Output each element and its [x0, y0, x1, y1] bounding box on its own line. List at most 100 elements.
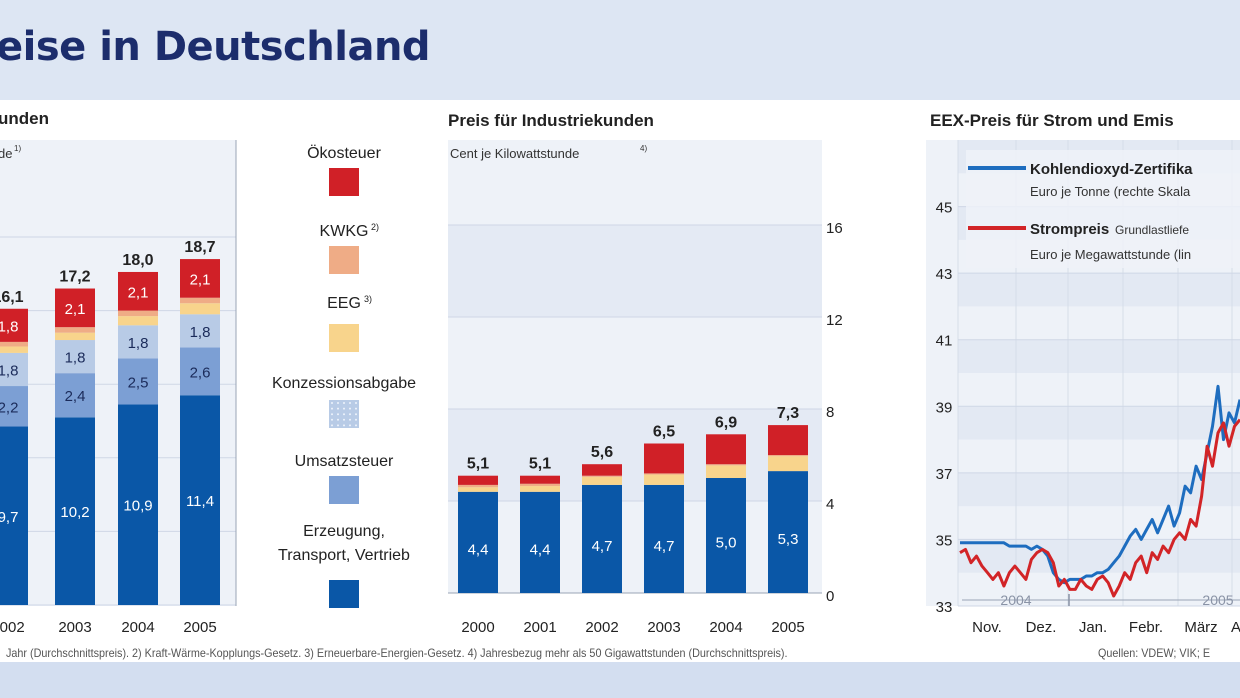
chart1-bar-segment [0, 341, 28, 347]
chart2-y-tick: 4 [826, 496, 834, 513]
chart2-bar-segment [768, 425, 808, 455]
chart3-x-label: Nov. [972, 619, 1002, 636]
chart2-bar-segment [520, 483, 560, 487]
legend-swatch-dot [355, 407, 357, 410]
chart2-bar-segment [582, 484, 622, 593]
legend-swatch-dot [349, 424, 351, 427]
legend-label: EEG [327, 295, 361, 312]
legend-label: Konzessionsabgabe [272, 375, 416, 392]
chart1-x-label: 2002 [0, 619, 25, 636]
chart2-bar-segment [644, 484, 684, 593]
chart2-total-label: 6,9 [715, 414, 737, 431]
legend-swatch-dot [355, 413, 357, 416]
chart1-total-label: 17,2 [59, 269, 90, 286]
chart1-x-label: 2003 [58, 619, 91, 636]
chart1-bar-segment [118, 316, 158, 326]
chart2-subtitle: Cent je Kilowattstunde [450, 146, 579, 161]
chart1-bar-segment [180, 314, 220, 348]
chart3-x-label: Dez. [1026, 619, 1057, 636]
legend-swatch-dot [349, 418, 351, 421]
chart3-title: EEX-Preis für Strom und Emis [930, 111, 1174, 130]
chart3-x-label: A [1231, 619, 1240, 636]
chart1-segment-label: 2,4 [65, 388, 86, 405]
chart3-x-label: Febr. [1129, 619, 1163, 636]
chart1-segment-label: 9,7 [0, 509, 18, 526]
legend-swatch-dot [349, 413, 351, 416]
legend-swatch-dot [343, 402, 345, 404]
legend-swatch [329, 476, 359, 504]
legend-swatch-dot [349, 407, 351, 410]
chart1-bar-segment [55, 340, 95, 374]
chart1-bar-segment [55, 417, 95, 605]
chart1-bar-segment [55, 327, 95, 333]
chart1-segment-label: 2,6 [190, 364, 211, 381]
chart1-bar-segment [55, 373, 95, 418]
chart1-bar-segment [0, 352, 28, 387]
chart1-bar-segment [55, 332, 95, 341]
chart2-y-tick: 0 [826, 588, 834, 605]
chart2-bar-segment [768, 456, 808, 472]
legend-swatch-dot [337, 418, 339, 421]
chart2-bar-segment [458, 487, 498, 492]
chart3-y-tick: 41 [936, 333, 953, 350]
chart1-total-label: 18,0 [122, 252, 153, 269]
chart2-bar-segment [644, 474, 684, 485]
chart2-bar-segment [644, 473, 684, 475]
legend-label: Erzeugung, [303, 523, 385, 540]
legend-swatch-dot [337, 402, 339, 404]
chart2-segment-label: 4,4 [530, 541, 551, 558]
chart1-x-label: 2005 [183, 619, 216, 636]
chart1-bar-segment [180, 303, 220, 315]
legend-swatch-dot [343, 418, 345, 421]
chart3-y-tick: 33 [936, 599, 953, 616]
chart2-y-tick: 16 [826, 220, 843, 237]
chart1-bar-segment [180, 259, 220, 298]
legend-swatch [329, 246, 359, 274]
chart1-segment-label: 2,1 [128, 284, 149, 301]
chart2-band [448, 409, 822, 501]
footer-strip [0, 662, 1240, 698]
chart3-band [958, 273, 1240, 307]
chart3-x-label: März [1184, 619, 1217, 636]
page-title: eise in Deutschland [0, 24, 431, 70]
chart3-y-tick: 35 [936, 532, 953, 549]
chart2-bar-segment [706, 465, 746, 478]
chart2-total-label: 5,6 [591, 444, 613, 461]
chart2-band [448, 225, 822, 317]
legend-swatch-dot [343, 413, 345, 416]
chart2-bar-segment [458, 491, 498, 593]
chart3-band [958, 339, 1240, 373]
chart1-bar-segment [0, 308, 28, 342]
chart3-legend-unit: Euro je Tonne (rechte Skala [1030, 184, 1191, 199]
chart2-y-tick: 12 [826, 312, 843, 329]
chart1-bar-segment [118, 358, 158, 405]
chart2-bar-segment [458, 475, 498, 485]
legend-label: KWKG [320, 223, 369, 240]
footnote: Jahr (Durchschnittspreis). 2) Kraft-Wärm… [6, 646, 788, 660]
chart2-bar-segment [706, 434, 746, 465]
chart3-year-label: 2004 [1000, 592, 1031, 608]
chart2-total-label: 7,3 [777, 405, 799, 422]
chart3-legend-unit: Euro je Megawattstunde (lin [1030, 247, 1191, 262]
legend-label-line2: Transport, Vertrieb [278, 547, 410, 564]
chart2-total-label: 6,5 [653, 424, 675, 441]
chart1-bar-segment [180, 395, 220, 605]
legend-swatch-dot [343, 424, 345, 427]
chart1-bar-segment [180, 297, 220, 304]
chart2-segment-label: 4,4 [468, 541, 489, 558]
chart2-subtitle-sup: 4) [640, 144, 647, 153]
chart2-total-label: 5,1 [467, 456, 489, 473]
legend-swatch-dot [343, 407, 345, 410]
chart2-segment-label: 4,7 [654, 538, 675, 555]
chart2-segment-label: 4,7 [592, 538, 613, 555]
chart3-band [958, 539, 1240, 573]
legend-swatch-dot [355, 424, 357, 427]
legend-swatch-dot [355, 402, 357, 404]
legend-swatch-dot [355, 418, 357, 421]
chart2-bar-segment [768, 471, 808, 593]
chart1-bar-segment [180, 347, 220, 396]
legend-swatch-dot [331, 424, 333, 427]
chart1-bar-segment [118, 325, 158, 359]
chart1-bar-segment [118, 404, 158, 605]
legend-swatch-dot [331, 418, 333, 421]
